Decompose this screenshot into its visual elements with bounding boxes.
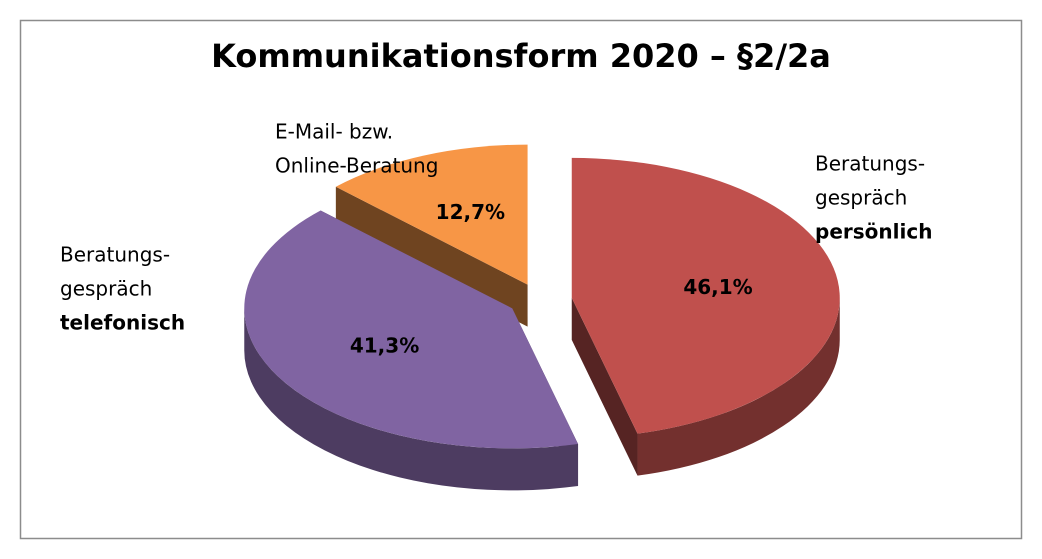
- slice-side: [335, 186, 528, 327]
- category-label: E-Mail- bzw.: [275, 120, 393, 144]
- value-label: 12,7%: [436, 200, 505, 224]
- category-label: Online-Beratung: [275, 154, 438, 178]
- slice-side: [571, 297, 638, 476]
- chart-title: Kommunikationsform 2020 – §2/2a: [211, 37, 831, 75]
- slice: [571, 157, 840, 434]
- slice: [335, 144, 528, 285]
- category-label: persönlich: [815, 220, 932, 244]
- category-label: gespräch: [815, 186, 907, 210]
- slice: [244, 210, 579, 449]
- slice-side: [637, 297, 840, 476]
- category-label: Beratungs-: [60, 243, 170, 267]
- category-label: telefonisch: [60, 311, 185, 335]
- slice-side: [244, 308, 579, 491]
- value-label: 46,1%: [683, 275, 752, 299]
- category-label: Beratungs-: [815, 152, 925, 176]
- value-label: 41,3%: [350, 333, 419, 357]
- category-label: gespräch: [60, 277, 152, 301]
